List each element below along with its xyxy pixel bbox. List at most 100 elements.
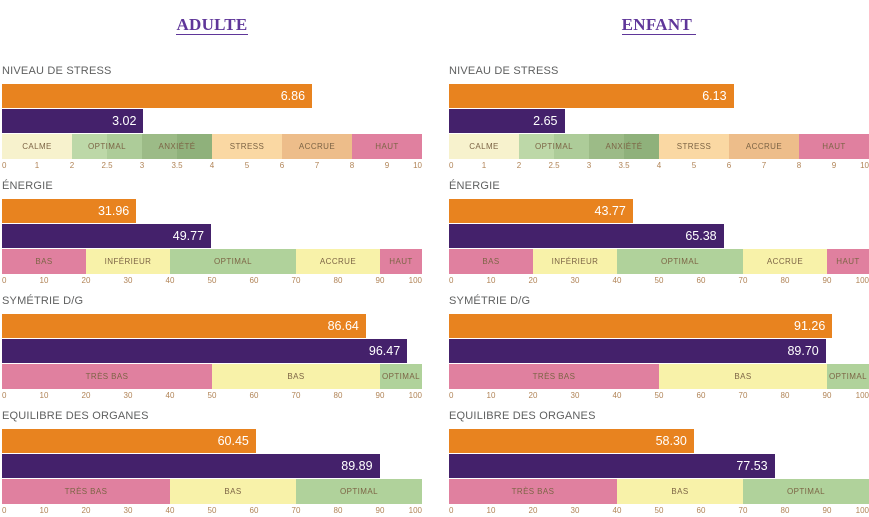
measure-bar-orange: 31.96 (2, 199, 137, 223)
axis-tick-label: 3.5 (618, 161, 630, 170)
scale-band: BAS (212, 364, 380, 389)
scale-band: ANXIÉTÉ (589, 134, 659, 159)
column-adulte: ADULTE NIVEAU DE STRESS 6.86 3.02 CALME OPTI… (2, 9, 422, 517)
scale-band: CALME (449, 134, 519, 159)
axis-tick-label: 20 (81, 276, 91, 285)
scale-band: STRESS (659, 134, 729, 159)
axis-tick-label: 0 (449, 506, 454, 515)
scale-band: OPTIMAL (519, 134, 589, 159)
enfant-charts: NIVEAU DE STRESS 6.13 2.65 CALME OPTIMAL ANXI… (449, 64, 869, 517)
axis-tick-label: 10 (39, 276, 49, 285)
scale-band-label: OPTIMAL (88, 142, 126, 151)
scale-band-label: TRÈS BAS (532, 372, 576, 381)
axis-ticks: 0 1 2 2.5 3 3.5 4 5 6 7 8 9 10 (449, 161, 869, 172)
axis-tick-label: 10 (486, 276, 496, 285)
scale-band-label: TRÈS BAS (85, 372, 129, 381)
axis-tick-label: 80 (333, 506, 343, 515)
scale-band: ANXIÉTÉ (142, 134, 212, 159)
axis-tick-label: 90 (375, 506, 385, 515)
axis-tick-label: 9 (384, 161, 390, 170)
axis-tick-label: 70 (738, 276, 748, 285)
axis-tick-label: 0 (2, 506, 7, 515)
axis-tick-label: 1 (481, 161, 487, 170)
axis-tick-label: 100 (855, 276, 869, 285)
axis-tick-label: 70 (738, 391, 748, 400)
scale-band-label: ACCRUE (319, 257, 357, 266)
adulte-title-link[interactable]: ADULTE (176, 15, 248, 35)
scale-band-label: TRÈS BAS (511, 487, 555, 496)
bar-value-label: 77.53 (736, 459, 768, 473)
axis-tick-label: 40 (612, 276, 622, 285)
axis-tick-label: 60 (696, 276, 706, 285)
scale-band: OPTIMAL (827, 364, 869, 389)
axis-tick-label: 70 (291, 506, 301, 515)
scale-strip: TRÈS BAS BAS OPTIMAL (2, 364, 422, 389)
bar-track: 49.77 (2, 224, 422, 248)
bar-value-label: 86.64 (327, 319, 359, 333)
scale-band: OPTIMAL (296, 479, 422, 504)
axis-tick-label: 6 (279, 161, 285, 170)
axis-tick-label: 8 (796, 161, 802, 170)
measure-bar-violet: 77.53 (449, 454, 775, 478)
measure-bar-violet: 3.02 (2, 109, 144, 133)
axis-tick-label: 10 (486, 391, 496, 400)
axis-tick-label: 100 (855, 506, 869, 515)
scale-band-label: ANXIÉTÉ (605, 142, 643, 151)
scale-band: HAUT (352, 134, 422, 159)
scale-band: INFÉRIEUR (533, 249, 617, 274)
scale-band: CALME (2, 134, 72, 159)
axis-tick-label: 80 (333, 391, 343, 400)
scale-band-label: BAS (224, 487, 242, 496)
scale-band: TRÈS BAS (449, 364, 659, 389)
scale-band: OPTIMAL (743, 479, 869, 504)
axis-tick-label: 100 (408, 391, 422, 400)
axis-tick-label: 6 (726, 161, 732, 170)
scale-band-label: OPTIMAL (661, 257, 699, 266)
axis-tick-label: 50 (207, 391, 217, 400)
bar-value-label: 3.02 (112, 114, 137, 128)
bar-track: 96.47 (2, 339, 422, 363)
chart-section: SYMÉTRIE D/G 86.64 96.47 TRÈS BAS BAS OPTIMAL… (2, 294, 422, 402)
scale-band: TRÈS BAS (2, 364, 212, 389)
bar-value-label: 96.47 (368, 344, 401, 358)
axis-tick-label: 10 (860, 161, 869, 170)
bar-track: 3.02 (2, 109, 422, 133)
scale-band-label: HAUT (822, 142, 846, 151)
scale-band-label: OPTIMAL (340, 487, 378, 496)
column-header-enfant: ENFANT (449, 9, 869, 35)
scale-band: ACCRUE (743, 249, 827, 274)
chart-section: ÉNERGIE 31.96 49.77 BAS INFÉRIEUR OPTIMAL ACCR… (2, 179, 422, 287)
bar-track: 89.70 (449, 339, 869, 363)
measure-bar-orange: 91.26 (449, 314, 833, 338)
axis-ticks: 0 10 20 30 40 50 60 70 80 90 100 (449, 276, 869, 287)
axis-ticks: 0 10 20 30 40 50 60 70 80 90 100 (2, 276, 422, 287)
axis-tick-label: 30 (123, 506, 133, 515)
scale-band: OPTIMAL (72, 134, 142, 159)
axis-tick-label: 50 (654, 391, 664, 400)
axis-tick-label: 2.5 (548, 161, 560, 170)
enfant-title-link[interactable]: ENFANT (621, 15, 697, 35)
scale-band-label: HAUT (836, 257, 860, 266)
axis-ticks: 0 1 2 2.5 3 3.5 4 5 6 7 8 9 10 (2, 161, 422, 172)
axis-tick-label: 80 (780, 276, 790, 285)
measure-bar-orange: 6.13 (449, 84, 734, 108)
axis-tick-label: 3 (139, 161, 145, 170)
axis-tick-label: 40 (612, 391, 622, 400)
chart-section: ÉNERGIE 43.77 65.38 BAS INFÉRIEUR OPTIMAL ACCR… (449, 179, 869, 287)
adulte-charts: NIVEAU DE STRESS 6.86 3.02 CALME OPTIMAL ANXI… (2, 64, 422, 517)
bar-value-label: 58.30 (655, 434, 687, 448)
scale-strip: BAS INFÉRIEUR OPTIMAL ACCRUE HAUT (449, 249, 869, 274)
axis-tick-label: 2 (516, 161, 522, 170)
scale-band: OPTIMAL (170, 249, 296, 274)
bar-value-label: 6.86 (280, 89, 306, 103)
axis-tick-label: 0 (449, 391, 454, 400)
section-title: ÉNERGIE (2, 180, 53, 192)
axis-tick-label: 90 (822, 391, 832, 400)
axis-tick-label: 50 (207, 276, 217, 285)
scale-band: OPTIMAL (380, 364, 422, 389)
scale-band-label: ACCRUE (745, 142, 783, 151)
axis-tick-label: 8 (349, 161, 355, 170)
scale-band-label: STRESS (229, 142, 265, 151)
axis-tick-label: 50 (654, 506, 664, 515)
axis-tick-label: 20 (528, 276, 538, 285)
